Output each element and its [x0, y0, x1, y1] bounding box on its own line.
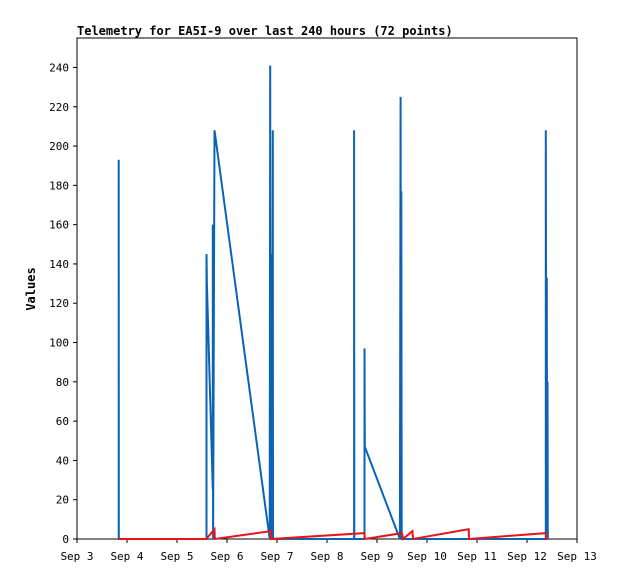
y-tick-label: 80	[56, 376, 69, 389]
axis-ticks: 0 20 40 60 80 100 120 140 160 180 200 220 240 Sep 3 Se…	[49, 61, 597, 563]
x-tick-label: Sep 6	[210, 550, 243, 563]
y-tick-label: 20	[56, 494, 69, 507]
series-line-1	[117, 65, 549, 540]
y-tick-label: 140	[49, 258, 69, 271]
x-tick-label: Sep 5	[160, 550, 193, 563]
x-tick-label: Sep 10	[407, 550, 447, 563]
y-tick-label: 120	[49, 297, 69, 310]
y-tick-label: 0	[62, 533, 69, 546]
x-tick-label: Sep 8	[310, 550, 343, 563]
y-axis-label: Values	[24, 267, 38, 310]
x-tick-label: Sep 3	[60, 550, 93, 563]
x-tick-label: Sep 7	[260, 550, 293, 563]
y-tick-label: 100	[49, 337, 69, 350]
y-tick-label: 240	[49, 61, 69, 74]
chart-title: Telemetry for EA5I-9 over last 240 hours…	[77, 24, 453, 38]
x-tick-label: Sep 13	[557, 550, 597, 563]
y-tick-label: 60	[56, 415, 69, 428]
x-tick-label: Sep 12	[507, 550, 547, 563]
series-line-2	[118, 526, 548, 541]
y-tick-label: 220	[49, 101, 69, 114]
y-tick-label: 40	[56, 454, 69, 467]
x-tick-label: Sep 9	[360, 550, 393, 563]
y-tick-label: 160	[49, 219, 69, 232]
x-tick-label: Sep 4	[110, 550, 143, 563]
y-tick-label: 180	[49, 179, 69, 192]
plot-area-frame	[76, 37, 578, 540]
y-tick-label: 200	[49, 140, 69, 153]
data-series	[117, 65, 549, 541]
x-tick-label: Sep 11	[457, 550, 497, 563]
